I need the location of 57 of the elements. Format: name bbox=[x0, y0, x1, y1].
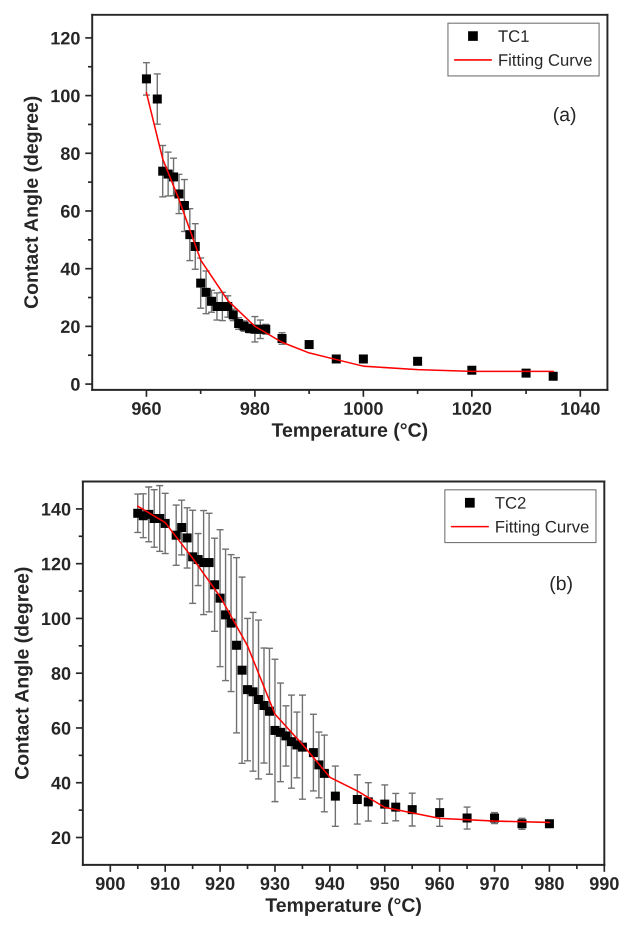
x-axis-title: Temperature (°C) bbox=[272, 422, 428, 441]
y-tick-label: 40 bbox=[51, 776, 70, 790]
y-tick-label: 80 bbox=[52, 667, 70, 680]
y-tick-label: 120 bbox=[51, 32, 80, 45]
y-tick-label: 80 bbox=[60, 147, 80, 160]
x-tick-label: 960 bbox=[132, 402, 161, 415]
x-tick-label: 970 bbox=[480, 877, 509, 890]
x-tick-label: 980 bbox=[240, 402, 270, 415]
y-tick-label: 40 bbox=[60, 262, 80, 276]
y-tick-label: 60 bbox=[52, 722, 70, 735]
x-tick-label: 920 bbox=[206, 877, 234, 890]
point bbox=[152, 94, 162, 104]
x-tick-label: 910 bbox=[150, 877, 180, 890]
point bbox=[177, 523, 186, 532]
x-tick-label: 960 bbox=[425, 877, 454, 890]
x-tick-label: 1000 bbox=[344, 402, 383, 415]
point bbox=[238, 666, 247, 675]
y-tick-label: 0 bbox=[71, 378, 80, 391]
x-tick-label: 980 bbox=[534, 877, 564, 890]
y-tick-label: 140 bbox=[42, 502, 70, 516]
point bbox=[358, 354, 368, 364]
x-axis-title: Temperature (°C) bbox=[266, 898, 421, 916]
point bbox=[330, 792, 340, 801]
point bbox=[204, 558, 214, 568]
point bbox=[435, 808, 444, 818]
y-tick-label: 60 bbox=[60, 204, 80, 218]
legend-label: TC2 bbox=[495, 496, 526, 509]
y-tick-label: 120 bbox=[42, 558, 70, 570]
point bbox=[248, 687, 258, 696]
y-tick-label: 20 bbox=[52, 831, 70, 844]
point bbox=[304, 340, 314, 350]
annotation: (b) bbox=[550, 576, 572, 594]
point bbox=[196, 278, 206, 288]
x-tick-label: 900 bbox=[96, 877, 125, 890]
y-tick-label: 100 bbox=[42, 612, 70, 626]
y-tick-label: 100 bbox=[51, 90, 80, 102]
point bbox=[142, 74, 151, 84]
x-tick-label: 940 bbox=[315, 877, 344, 890]
x-tick-label: 950 bbox=[370, 877, 400, 890]
legend-label: Fitting Curve bbox=[499, 54, 592, 70]
x-tick-label: 990 bbox=[590, 877, 619, 890]
point bbox=[548, 372, 558, 381]
point bbox=[352, 794, 362, 804]
x-tick-label: 930 bbox=[260, 877, 290, 890]
point bbox=[544, 819, 554, 828]
point bbox=[232, 640, 242, 650]
annotation: (a) bbox=[554, 107, 576, 126]
point bbox=[413, 356, 422, 366]
x-tick-label: 1040 bbox=[561, 402, 600, 415]
point bbox=[182, 533, 192, 542]
x-tick-label: 1020 bbox=[452, 402, 492, 415]
y-axis-title: Contact Angle (degree) bbox=[24, 96, 42, 308]
legend-label: Fitting Curve bbox=[496, 520, 589, 536]
legend-label: TC1 bbox=[498, 30, 529, 42]
y-axis-title: Contact Angle (degree) bbox=[14, 568, 33, 779]
point bbox=[202, 288, 211, 297]
y-tick-label: 20 bbox=[60, 320, 80, 334]
